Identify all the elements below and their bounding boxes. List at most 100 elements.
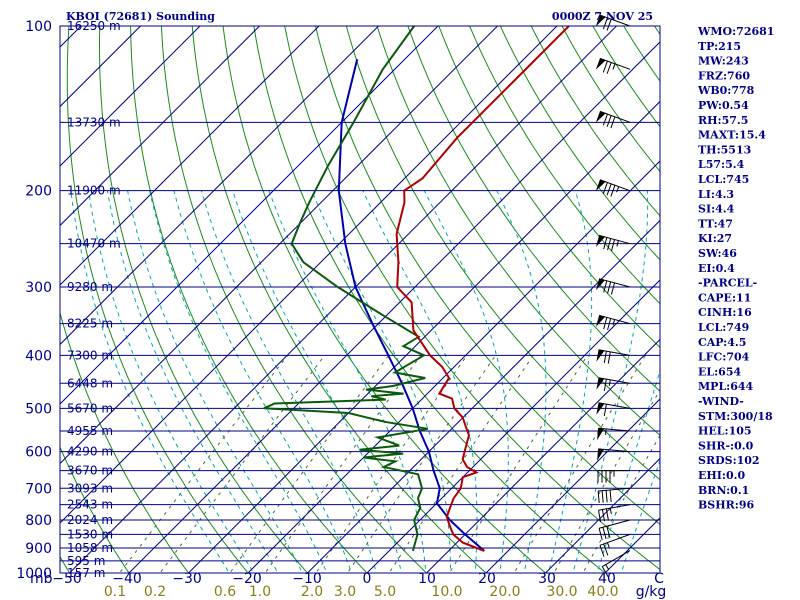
temperature-tick-label: −30 <box>172 571 202 587</box>
mixing-ratio-label: 0.2 <box>144 584 166 600</box>
height-label: 3670 m <box>67 464 113 478</box>
dry-adiabat <box>99 26 309 573</box>
sounding-index: MAXT:15.4 <box>698 129 766 142</box>
mixing-ratio-label: 5.0 <box>374 584 396 600</box>
mixing-ratio-label: 20.0 <box>489 584 520 600</box>
isobars <box>60 26 660 573</box>
dry-adiabat <box>160 26 428 573</box>
plot-frame <box>59 25 661 574</box>
temperature-unit: C <box>654 571 664 587</box>
isotherm <box>247 160 660 573</box>
dry-adiabat <box>60 445 130 573</box>
temperature-tick-label: −50 <box>52 571 82 587</box>
sounding-index: CAPE:11 <box>698 291 751 304</box>
sounding-index: EI:0.4 <box>698 262 735 275</box>
moist-adiabat <box>548 190 593 573</box>
dry-adiabat <box>191 26 487 573</box>
sounding-index: MPL:644 <box>698 380 754 393</box>
sounding-index: SW:46 <box>698 247 737 260</box>
sounding-index: PW:0.54 <box>698 99 749 112</box>
dry-adiabat <box>60 555 71 573</box>
height-label: 2024 m <box>67 513 113 527</box>
wind-barb <box>596 377 631 392</box>
height-label: 10470 m <box>67 237 121 251</box>
sounding-index: LCL:749 <box>698 321 749 334</box>
dry-adiabat <box>0 14 16 585</box>
sounding-index: L57:5.4 <box>698 158 745 171</box>
moist-adiabats <box>70 190 660 573</box>
isotherm <box>306 219 660 573</box>
mixing-ratio-line <box>229 355 390 573</box>
wind-barb <box>597 487 631 504</box>
mixing-ratio-label: 40.0 <box>587 584 618 600</box>
pressure-tick-label: 100 <box>25 19 52 35</box>
mixing-ratio-line <box>513 355 646 573</box>
dry-adiabat <box>376 26 660 436</box>
temperature-tick-label: 10 <box>418 571 436 587</box>
sounding-index: EHI:0.0 <box>698 469 745 482</box>
pressure-tick-label: 1000 <box>16 566 52 582</box>
temperature-trace <box>395 26 570 552</box>
temperature-tick-label: 0 <box>363 571 372 587</box>
wind-barb <box>595 57 631 74</box>
wind-barb <box>597 427 631 441</box>
height-label: 4955 m <box>67 424 113 438</box>
isotherms <box>60 26 660 573</box>
height-label: 11900 m <box>67 184 121 198</box>
wind-barb <box>596 349 631 364</box>
dry-adiabat <box>499 26 660 261</box>
temperature-tick-label: −10 <box>292 571 322 587</box>
temperature-tick-label: 40 <box>598 571 616 587</box>
moist-adiabat <box>173 190 353 573</box>
wind-barb <box>595 14 631 31</box>
moist-adiabat <box>232 190 402 573</box>
temperature-tick-label: −40 <box>112 571 142 587</box>
moist-adiabat <box>496 190 547 573</box>
moist-adiabat <box>572 190 649 573</box>
isotherm <box>68 26 618 573</box>
isotherm <box>485 398 660 573</box>
pressure-tick-label: 700 <box>25 481 52 497</box>
pressure-tick-label: 400 <box>25 348 52 364</box>
moist-adiabat <box>200 190 377 573</box>
sounding-index: STM:300/18 <box>698 410 773 423</box>
wind-barb <box>599 533 631 557</box>
pressure-tick-label: 500 <box>25 401 52 417</box>
moist-adiabat <box>268 190 427 573</box>
isotherm <box>60 26 142 108</box>
pressure-tick-label: 800 <box>25 513 52 529</box>
dry-adiabat <box>438 26 660 349</box>
sounding-index: -WIND- <box>698 395 744 408</box>
isotherm <box>60 26 558 524</box>
wind-barb <box>597 470 630 483</box>
dry-adiabat <box>561 26 660 173</box>
sounding-index: HEL:105 <box>698 425 752 438</box>
height-label: 1530 m <box>67 527 113 541</box>
station-title: KBOI (72681) Sounding <box>66 10 215 23</box>
mixing-ratio-lines <box>118 354 660 573</box>
sounding-index: LFC:704 <box>698 351 750 364</box>
sounding-index: TT:47 <box>698 217 733 230</box>
dry-adiabat <box>66 26 249 573</box>
isotherm <box>60 26 261 227</box>
sounding-index: SI:4.4 <box>698 203 735 216</box>
sounding-index: LI:4.3 <box>698 188 734 201</box>
isotherm <box>187 100 660 573</box>
sounding-index: TP:215 <box>698 40 741 53</box>
sounding-index: KI:27 <box>698 232 732 245</box>
dry-adiabat <box>222 26 547 573</box>
mixing-ratio-label: 1.0 <box>249 584 271 600</box>
sounding-index: SRDS:102 <box>698 454 760 467</box>
wind-barb <box>595 234 631 252</box>
height-label: 595 m <box>67 554 105 568</box>
dry-adiabat <box>253 26 606 573</box>
mixing-ratio-line <box>553 389 660 573</box>
profiles <box>263 26 570 552</box>
sounding-index: TH:5513 <box>698 143 751 156</box>
sounding-index: CINH:16 <box>698 306 752 319</box>
sounding-index: BSHR:96 <box>698 499 754 512</box>
mixing-ratio-line <box>346 355 497 573</box>
wind-barb <box>601 550 631 578</box>
pressure-unit: mb <box>30 571 53 587</box>
